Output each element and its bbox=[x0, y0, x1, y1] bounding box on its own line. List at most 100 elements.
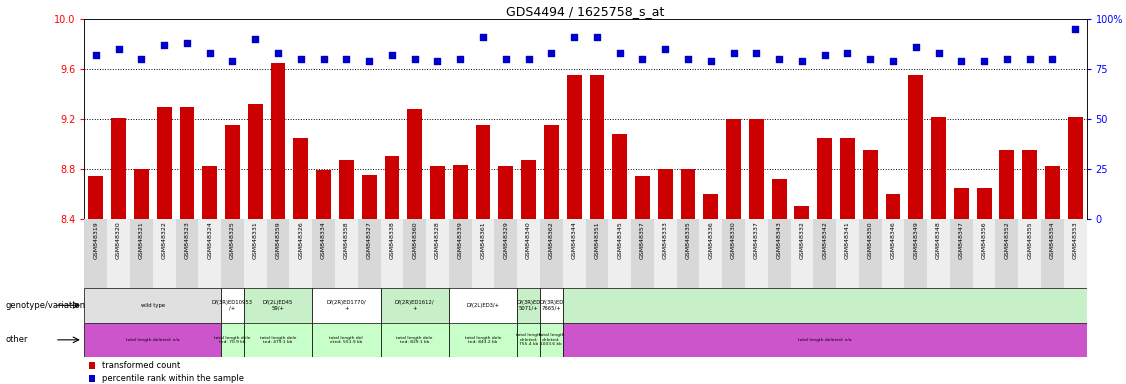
Bar bbox=[1067, 117, 1082, 219]
Text: GSM848362: GSM848362 bbox=[548, 221, 554, 259]
Point bbox=[679, 56, 697, 62]
Bar bbox=[153, 219, 176, 288]
Point bbox=[338, 56, 356, 62]
Text: GSM848327: GSM848327 bbox=[367, 221, 372, 259]
Point bbox=[1044, 56, 1062, 62]
Bar bbox=[244, 288, 312, 323]
Bar bbox=[358, 219, 381, 288]
Bar bbox=[950, 219, 973, 288]
Point bbox=[839, 50, 857, 56]
Point bbox=[930, 50, 948, 56]
Bar bbox=[590, 75, 605, 219]
Bar bbox=[1022, 150, 1037, 219]
Bar bbox=[704, 194, 718, 219]
Text: total length dele
ted: 843.2 kb: total length dele ted: 843.2 kb bbox=[465, 336, 501, 344]
Bar bbox=[654, 219, 677, 288]
Text: GSM848351: GSM848351 bbox=[595, 221, 599, 258]
Bar bbox=[176, 219, 198, 288]
Text: total length
deleted:
1003.6 kb: total length deleted: 1003.6 kb bbox=[538, 333, 564, 346]
Point bbox=[155, 42, 173, 48]
Text: total length
deleted:
755.4 kb: total length deleted: 755.4 kb bbox=[516, 333, 542, 346]
Bar bbox=[517, 219, 540, 288]
Text: Df(3R)ED
5071/+: Df(3R)ED 5071/+ bbox=[517, 300, 540, 311]
Bar bbox=[909, 75, 923, 219]
Bar bbox=[499, 167, 513, 219]
Bar bbox=[381, 219, 403, 288]
Text: GSM848329: GSM848329 bbox=[503, 221, 508, 259]
Bar bbox=[745, 219, 768, 288]
Bar bbox=[995, 219, 1018, 288]
Text: Df(2R)ED1612/
+: Df(2R)ED1612/ + bbox=[395, 300, 435, 311]
Bar bbox=[835, 219, 859, 288]
Bar bbox=[312, 288, 381, 323]
Bar bbox=[408, 109, 422, 219]
Bar bbox=[221, 219, 244, 288]
Point bbox=[383, 52, 401, 58]
Point bbox=[793, 58, 811, 64]
Bar bbox=[449, 219, 472, 288]
Text: total length deleted: n/a: total length deleted: n/a bbox=[126, 338, 179, 342]
Point bbox=[770, 56, 788, 62]
Bar bbox=[882, 219, 904, 288]
Point bbox=[247, 36, 265, 42]
Bar bbox=[111, 118, 126, 219]
Bar bbox=[699, 219, 722, 288]
Text: total length dele
ted: 829.1 kb: total length dele ted: 829.1 kb bbox=[396, 336, 434, 344]
Bar bbox=[221, 323, 244, 357]
Point bbox=[87, 52, 105, 58]
Bar bbox=[134, 169, 149, 219]
Bar bbox=[927, 219, 950, 288]
Bar bbox=[336, 219, 358, 288]
Bar bbox=[790, 219, 813, 288]
Text: GSM848338: GSM848338 bbox=[390, 221, 394, 259]
Bar bbox=[361, 175, 376, 219]
Bar bbox=[107, 219, 129, 288]
Text: GSM848341: GSM848341 bbox=[844, 221, 850, 259]
Text: GSM848355: GSM848355 bbox=[1027, 221, 1033, 258]
Bar bbox=[426, 219, 449, 288]
Point bbox=[975, 58, 993, 64]
Bar bbox=[294, 138, 309, 219]
Bar bbox=[540, 323, 563, 357]
Point bbox=[748, 50, 766, 56]
Text: GSM848356: GSM848356 bbox=[982, 221, 986, 258]
Bar bbox=[430, 167, 445, 219]
Bar bbox=[221, 288, 244, 323]
Bar bbox=[566, 75, 581, 219]
Point bbox=[292, 56, 310, 62]
Bar bbox=[1000, 150, 1015, 219]
Point bbox=[998, 56, 1016, 62]
Bar bbox=[840, 138, 855, 219]
Point bbox=[906, 44, 924, 50]
Text: other: other bbox=[6, 335, 28, 344]
Bar bbox=[198, 219, 221, 288]
Text: GSM848353: GSM848353 bbox=[1073, 221, 1078, 259]
Point bbox=[314, 56, 332, 62]
Bar bbox=[817, 138, 832, 219]
Bar bbox=[203, 167, 217, 219]
Bar bbox=[931, 117, 946, 219]
Bar bbox=[339, 160, 354, 219]
Point bbox=[1020, 56, 1038, 62]
Bar bbox=[563, 323, 1087, 357]
Bar bbox=[885, 194, 901, 219]
Bar bbox=[563, 288, 1087, 323]
Bar bbox=[563, 219, 586, 288]
Bar bbox=[289, 219, 312, 288]
Bar bbox=[384, 157, 400, 219]
Bar bbox=[608, 219, 631, 288]
Point bbox=[519, 56, 537, 62]
Point bbox=[565, 34, 583, 40]
Bar bbox=[863, 150, 877, 219]
Text: GSM848345: GSM848345 bbox=[617, 221, 623, 259]
Text: GSM848332: GSM848332 bbox=[799, 221, 804, 259]
Point bbox=[474, 34, 492, 40]
Bar bbox=[472, 219, 494, 288]
Bar bbox=[449, 323, 517, 357]
Bar bbox=[1042, 219, 1064, 288]
Text: GSM848337: GSM848337 bbox=[753, 221, 759, 259]
Bar bbox=[179, 107, 195, 219]
Bar bbox=[749, 119, 763, 219]
Point bbox=[429, 58, 447, 64]
Bar bbox=[976, 188, 992, 219]
